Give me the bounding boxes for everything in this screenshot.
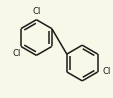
Text: Cl: Cl (102, 67, 110, 76)
Text: Cl: Cl (12, 49, 20, 58)
Text: Cl: Cl (32, 7, 40, 16)
